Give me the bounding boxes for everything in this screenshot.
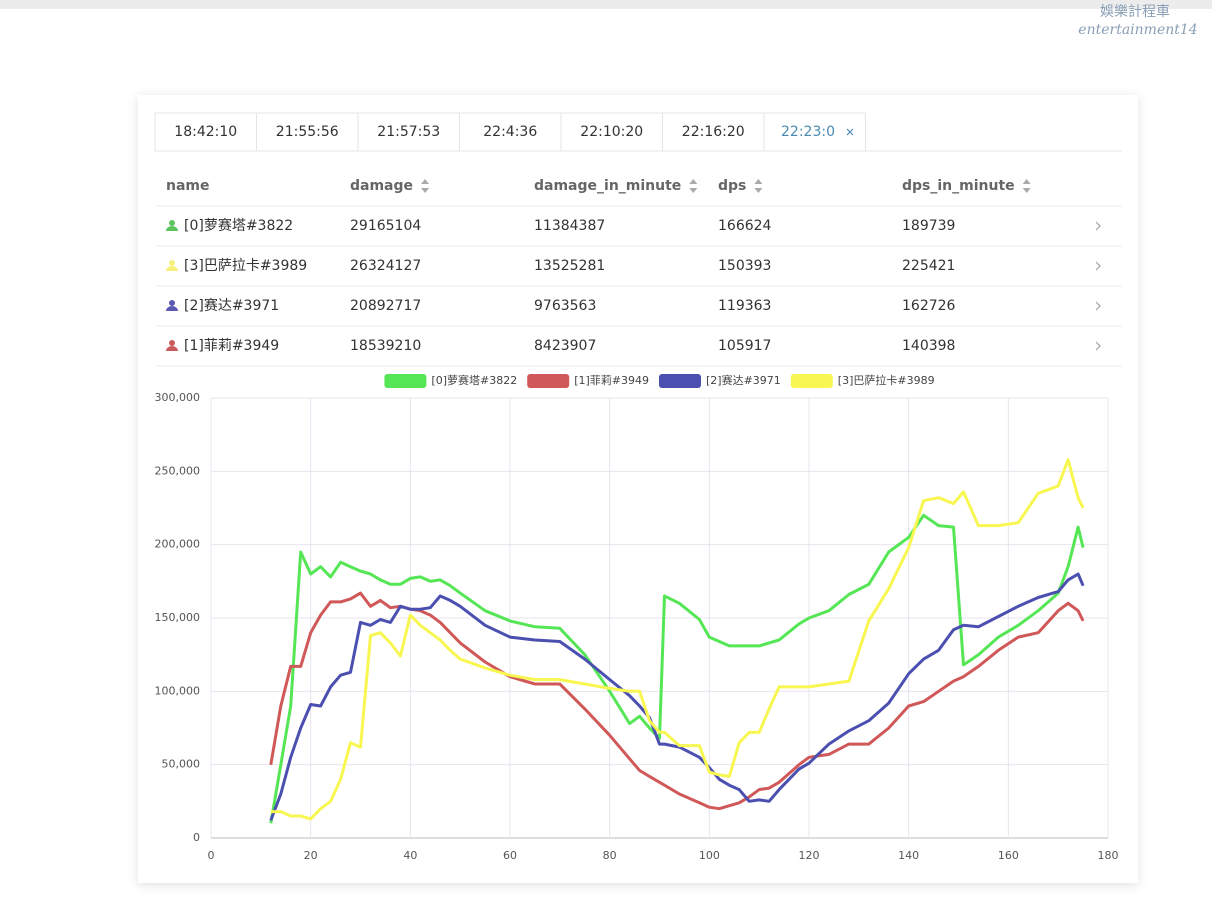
tab-label[interactable]: 18:42:10 — [174, 124, 237, 140]
tab-label[interactable]: 22:4:36 — [483, 124, 537, 140]
tab[interactable] — [357, 112, 460, 152]
cell: 162726 — [902, 298, 956, 314]
cell: 29165104 — [350, 218, 421, 234]
legend-item[interactable]: [0]萝赛塔#3822 — [384, 373, 517, 388]
tab-label[interactable]: 21:57:53 — [377, 124, 440, 140]
x-tick-label: 120 — [799, 849, 820, 862]
player-icon — [166, 306, 178, 311]
sort-icon[interactable] — [689, 179, 698, 193]
cell: 105917 — [718, 338, 771, 354]
cell: [1]菲莉#3949 — [184, 338, 279, 354]
y-tick-label: 100,000 — [155, 684, 201, 697]
cell: 11384387 — [534, 218, 605, 234]
cell: 18539210 — [350, 338, 421, 354]
legend-label: [1]菲莉#3949 — [574, 374, 649, 387]
x-tick-label: 0 — [208, 849, 215, 862]
column-header[interactable]: damage — [350, 178, 413, 194]
row-expand[interactable] — [1095, 301, 1101, 311]
tab[interactable] — [256, 112, 359, 152]
tabs: 18:42:10 21:55:56 21:57:53 22:4:36 22:10:20 2… — [154, 112, 866, 152]
row-expand[interactable] — [1095, 261, 1101, 271]
row-expand[interactable] — [1095, 341, 1101, 351]
x-tick-label: 80 — [603, 849, 617, 862]
tab-label[interactable]: 22:16:20 — [682, 124, 745, 140]
y-tick-label: 150,000 — [155, 611, 201, 624]
cell: 150393 — [718, 258, 771, 274]
legend-swatch — [527, 374, 570, 388]
x-tick-label: 60 — [503, 849, 517, 862]
watermark: 娛樂計程車 — [1100, 3, 1170, 20]
row-expand[interactable] — [1095, 221, 1101, 231]
x-tick-label: 160 — [998, 849, 1019, 862]
cell: 9763563 — [534, 298, 596, 314]
sort-icon[interactable] — [1022, 179, 1031, 193]
cell: [2]赛达#3971 — [184, 298, 279, 314]
legend-swatch — [790, 374, 833, 388]
chart: 0 50,000 100,000 150,000 200,000 250,000 300,0… — [155, 373, 1119, 862]
cell: [3]巴萨拉卡#3989 — [184, 258, 307, 274]
cell: 8423907 — [534, 338, 596, 354]
cell: 225421 — [902, 258, 955, 274]
cell: 119363 — [718, 298, 771, 314]
legend: [0]萝赛塔#3822 [1]菲莉#3949 [2]赛达#3971 [3]巴萨拉卡#3… — [384, 373, 935, 388]
player-icon — [169, 340, 175, 346]
x-tick-label: 20 — [304, 849, 318, 862]
player-icon — [169, 300, 175, 306]
column-header[interactable]: dps — [718, 178, 746, 194]
cell: 20892717 — [350, 298, 421, 314]
series-line — [270, 458, 1085, 821]
tab-label[interactable]: 22:23:0 — [781, 124, 835, 140]
player-icon — [169, 260, 175, 266]
player-icon — [166, 226, 178, 231]
player-icon — [166, 346, 178, 351]
legend-label: [0]萝赛塔#3822 — [431, 373, 517, 387]
series-line — [269, 591, 1085, 811]
player-icon — [169, 220, 175, 226]
cell: 189739 — [902, 218, 955, 234]
tab[interactable] — [763, 112, 866, 152]
tab-label[interactable]: 21:55:56 — [276, 124, 339, 140]
cell: 140398 — [902, 338, 955, 354]
sort-icon[interactable] — [754, 179, 763, 193]
y-tick-label: 0 — [193, 831, 200, 844]
tab[interactable] — [154, 112, 257, 152]
card — [138, 95, 1138, 883]
y-tick-label: 300,000 — [155, 391, 201, 404]
legend-label: [2]赛达#3971 — [706, 373, 781, 387]
y-tick-label: 50,000 — [162, 758, 201, 771]
player-icon — [166, 266, 178, 271]
cell: [0]萝赛塔#3822 — [184, 218, 293, 234]
browser-bar — [0, 0, 1212, 9]
legend-item[interactable]: [1]菲莉#3949 — [527, 374, 649, 388]
legend-item[interactable]: [2]赛达#3971 — [659, 373, 781, 388]
legend-swatch — [384, 374, 427, 388]
x-tick-label: 140 — [898, 849, 919, 862]
tab-label[interactable]: 22:10:20 — [580, 124, 643, 140]
series-line — [269, 572, 1085, 821]
column-header: name — [166, 178, 210, 194]
x-tick-label: 40 — [403, 849, 417, 862]
sort-icon[interactable] — [421, 179, 430, 193]
watermark: entertainment14 — [1078, 22, 1197, 38]
cell: 13525281 — [534, 258, 605, 274]
cell: 26324127 — [350, 258, 421, 274]
x-tick-label: 180 — [1098, 849, 1119, 862]
legend-swatch — [659, 374, 701, 388]
y-tick-label: 200,000 — [155, 538, 201, 551]
cell: 166624 — [718, 218, 772, 234]
legend-item[interactable]: [3]巴萨拉卡#3989 — [790, 373, 935, 388]
column-header[interactable]: dps_in_minute — [902, 178, 1015, 194]
tab-close[interactable] — [846, 128, 854, 136]
x-tick-label: 100 — [699, 849, 720, 862]
series-line — [269, 513, 1085, 824]
y-tick-label: 250,000 — [155, 464, 201, 477]
column-header[interactable]: damage_in_minute — [534, 178, 681, 194]
legend-label: [3]巴萨拉卡#3989 — [838, 373, 935, 387]
table: name damage damage_in_minute dps dps_in_minu… — [155, 178, 1122, 367]
